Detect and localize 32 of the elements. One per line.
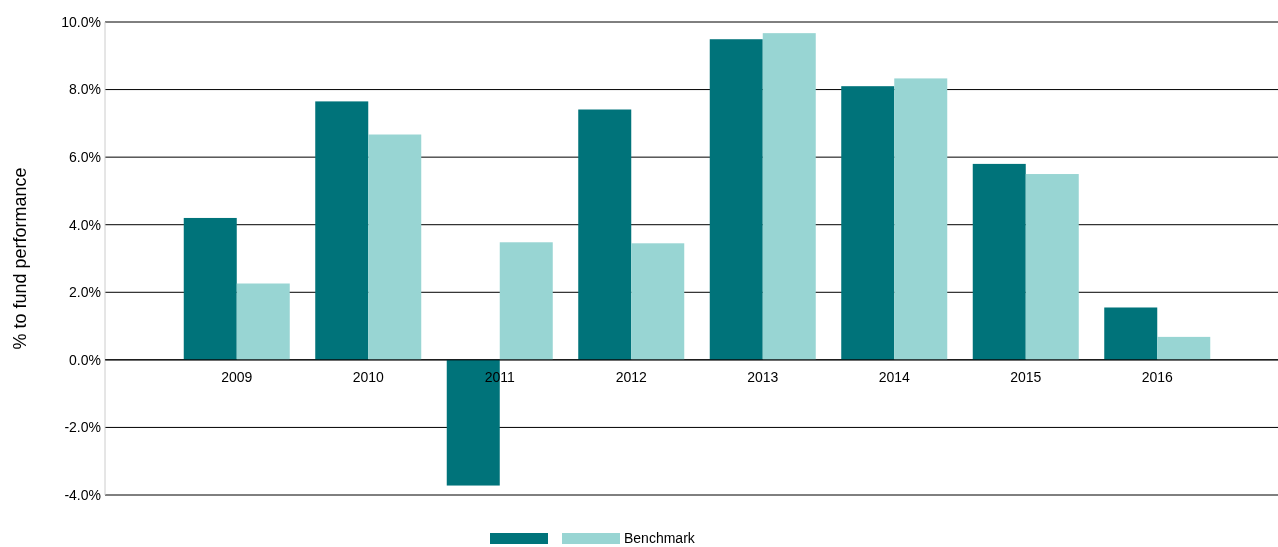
bar: [709, 39, 763, 360]
bar: [762, 33, 816, 360]
bar: [841, 86, 895, 360]
x-tick-label: 2016: [1141, 368, 1174, 385]
y-tick-label: 4.0%: [69, 216, 101, 233]
y-tick-label: 2.0%: [69, 284, 101, 301]
x-tick-label: 2015: [1010, 368, 1042, 385]
y-axis-title: % to fund performance: [10, 167, 30, 350]
bar: [631, 243, 685, 360]
x-tick-label: 2013: [747, 368, 779, 385]
y-tick-label: 10.0%: [61, 13, 101, 30]
x-tick-label: 2009: [221, 368, 253, 385]
x-tick-label: 2010: [352, 368, 385, 385]
bar: [315, 101, 369, 360]
y-tick-label: -2.0%: [64, 419, 101, 436]
y-tick-label: 8.0%: [69, 81, 101, 98]
bar: [1104, 307, 1158, 360]
x-tick-label: 2012: [615, 368, 648, 385]
bar: [236, 283, 290, 360]
y-tick-label: 0.0%: [69, 351, 101, 368]
legend-label: Benchmark: [624, 530, 696, 546]
y-tick-label: -4.0%: [64, 486, 101, 503]
bar: [578, 109, 632, 360]
bar: [972, 163, 1026, 360]
bar: [1025, 174, 1079, 360]
bar: [1157, 336, 1211, 360]
bar: [499, 242, 553, 360]
y-tick-label: 6.0%: [69, 149, 101, 166]
x-tick-label: 2014: [878, 368, 911, 385]
bar: [368, 134, 422, 360]
bar: [183, 217, 237, 360]
bar: [894, 78, 948, 360]
